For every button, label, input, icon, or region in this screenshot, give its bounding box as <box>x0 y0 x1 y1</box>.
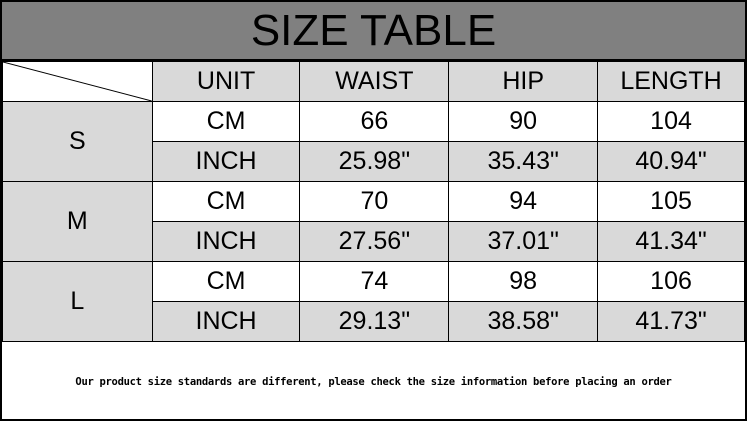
footer-note: Our product size standards are different… <box>75 375 672 388</box>
page-title: SIZE TABLE <box>2 2 745 61</box>
cell-waist: 25.98" <box>299 141 450 182</box>
cell-length: 105 <box>597 181 745 222</box>
table-row: INCH 29.13" 38.58" 41.73" <box>3 301 745 342</box>
header-length: LENGTH <box>597 61 745 102</box>
cell-length: 41.73" <box>597 301 745 342</box>
cell-hip: 90 <box>448 101 599 142</box>
table-row: INCH 25.98" 35.43" 40.94" <box>3 141 745 182</box>
header-hip: HIP <box>448 61 599 102</box>
cell-length: 104 <box>597 101 745 142</box>
cell-hip: 94 <box>448 181 599 222</box>
size-label: M <box>2 181 153 262</box>
size-table: UNIT WAIST HIP LENGTH S CM 66 90 104 INCH 25.9… <box>2 61 745 342</box>
cell-length: 40.94" <box>597 141 745 182</box>
cell-hip: 38.58" <box>448 301 599 342</box>
cell-waist: 29.13" <box>299 301 450 342</box>
table-row: INCH 27.56" 37.01" 41.34" <box>3 221 745 262</box>
size-label: L <box>2 261 153 342</box>
cell-waist: 74 <box>299 261 450 302</box>
cell-unit: INCH <box>151 141 301 182</box>
corner-cell <box>2 61 153 102</box>
cell-hip: 37.01" <box>448 221 599 262</box>
cell-unit: CM <box>151 261 301 302</box>
cell-waist: 27.56" <box>299 221 450 262</box>
cell-unit: INCH <box>151 221 301 262</box>
header-waist: WAIST <box>299 61 450 102</box>
table-row: M CM 70 94 105 <box>2 181 745 262</box>
cell-waist: 70 <box>299 181 450 222</box>
cell-unit: CM <box>151 181 301 222</box>
cell-unit: CM <box>151 101 301 142</box>
cell-length: 41.34" <box>597 221 745 262</box>
size-label: S <box>2 101 153 182</box>
cell-hip: 98 <box>448 261 599 302</box>
cell-waist: 66 <box>299 101 450 142</box>
header-row: UNIT WAIST HIP LENGTH <box>2 61 745 102</box>
table-row: S CM 66 90 104 <box>2 101 745 182</box>
header-unit: UNIT <box>151 61 301 102</box>
table-row: L CM 74 98 106 <box>2 261 745 342</box>
cell-unit: INCH <box>151 301 301 342</box>
cell-hip: 35.43" <box>448 141 599 182</box>
cell-length: 106 <box>597 261 745 302</box>
